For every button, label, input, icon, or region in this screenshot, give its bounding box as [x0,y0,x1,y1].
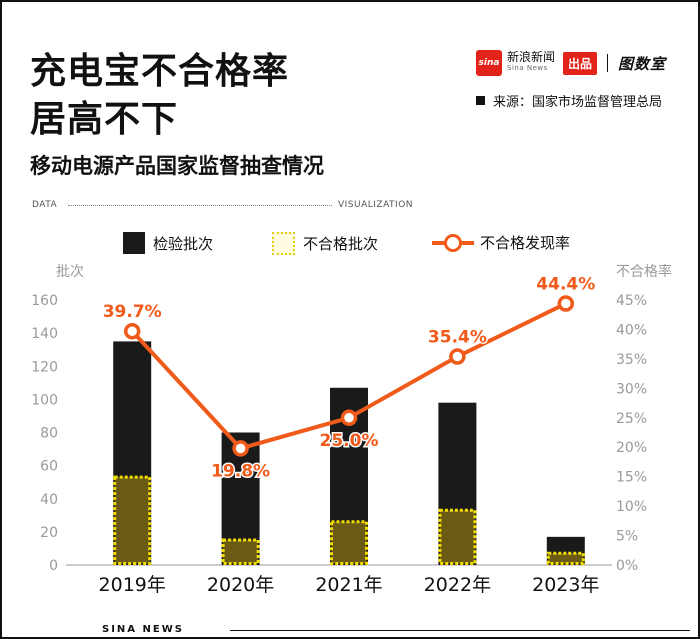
brand-divider [607,54,609,72]
y-tick-label-right: 0% [616,558,638,574]
y-tick-label-left: 60 [40,459,58,475]
footer: SINA NEWS [0,622,700,639]
y-tick-label-right: 35% [616,352,647,368]
brand-badge: 出品 [563,51,598,75]
data-label: DATA [32,200,58,210]
y-axis-title-left: 批次 [56,264,84,280]
y-tick-label-right: 30% [616,381,647,397]
legend-swatch-unqualified [272,232,295,255]
y-tick-label-left: 100 [31,392,58,408]
y-axis-title-right: 不合格率 [616,263,672,280]
x-tick-label: 2021年 [315,574,382,596]
legend-item-unqualified: 不合格批次 [272,232,378,255]
y-tick-label-left: 160 [31,293,58,309]
footer-text: SINA NEWS [102,624,184,635]
legend-label-rate: 不合格发现率 [480,234,571,252]
y-tick-label-left: 80 [40,426,58,442]
rate-data-label: 44.4% [536,275,595,295]
source-note: 来源：国家市场监督管理总局 [476,91,662,110]
x-tick-label: 2019年 [99,574,166,596]
brand-text: 新浪新闻 Sina News [507,50,556,74]
rate-point [123,322,141,340]
x-tick-label: 2022年 [424,574,491,596]
rate-point [232,440,249,457]
rate-data-label: 19.8% [211,461,270,481]
rate-data-label: 39.7% [103,302,162,322]
legend-item-rate: 不合格发现率 [432,232,570,253]
square-bullet-icon [476,96,485,105]
x-tick-label: 2023年 [532,574,599,596]
legend-swatch-rate [432,233,474,253]
y-tick-label-right: 10% [616,499,647,515]
y-tick-label-right: 15% [616,470,647,486]
y-tick-label-right: 5% [616,529,638,545]
page-title-line-2: 居高不下 [30,99,179,140]
bar-unqualified [221,538,260,565]
secondary-brand-logo: 图数室 [618,54,667,73]
bar-unqualified [113,475,152,565]
legend-swatch-inspected [123,232,145,254]
bar-unqualified [438,508,477,565]
footer-line [230,630,690,631]
page-subtitle: 移动电源产品国家监督抽查情况 [30,154,324,178]
rate-point [340,409,358,427]
y-tick-label-right: 45% [616,293,647,309]
y-tick-label-left: 120 [31,359,58,375]
visualization-label: VISUALIZATION [338,200,414,210]
brand-bar: sina 新浪新闻 Sina News 出品 图数室 [476,50,666,76]
y-tick-label-right: 25% [616,411,647,427]
bar-unqualified [330,520,368,565]
legend-label-unqualified: 不合格批次 [303,235,379,253]
sina-logo-icon: sina [476,50,502,76]
y-tick-label-left: 0 [49,558,58,574]
y-tick-label-right: 40% [616,322,647,338]
brand-name-en: Sina News [507,64,548,72]
source-text: 来源：国家市场监督管理总局 [493,95,663,110]
bar-unqualified [546,551,585,565]
legend-label-inspected: 检验批次 [153,234,214,253]
y-tick-label-left: 140 [31,326,58,342]
rate-point [449,348,466,365]
legend-item-inspected: 检验批次 [123,232,213,254]
y-tick-label-right: 20% [616,440,647,456]
rate-data-label: 35.4% [428,328,487,348]
page-title-line-1: 充电宝不合格率 [30,51,290,92]
y-tick-label-left: 40 [40,492,58,508]
x-tick-label: 2020年 [207,574,274,596]
y-tick-label-left: 20 [40,525,58,541]
rate-point [557,295,575,312]
brand-name: 新浪新闻 [507,50,556,64]
rate-data-label: 25.0% [320,431,379,451]
dotted-divider [68,205,332,206]
